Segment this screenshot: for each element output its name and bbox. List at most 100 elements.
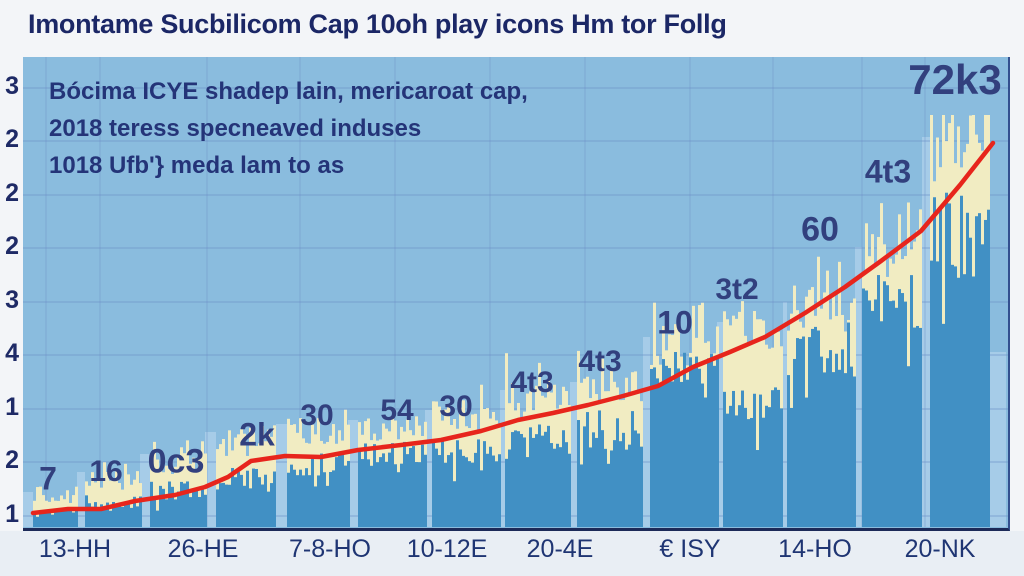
blue-bar [695, 356, 698, 527]
blue-bar [960, 195, 963, 527]
cream-bar [610, 370, 613, 527]
gap-strip [140, 454, 150, 527]
data-label: 0c3 [147, 442, 205, 481]
blue-bar [933, 197, 936, 527]
blue-bar [435, 448, 438, 527]
y-axis-label: 2 [5, 179, 19, 207]
blue-bar [936, 261, 939, 527]
blue-bar [765, 405, 768, 527]
blue-bar [261, 484, 264, 527]
blue-bar [622, 432, 625, 527]
blue-bar [471, 462, 474, 527]
blue-bar [832, 372, 835, 527]
cream-bar [216, 449, 219, 527]
blue-bar [738, 405, 741, 527]
blue-bar [329, 472, 332, 527]
blue-bar [252, 468, 255, 527]
cream-bar [91, 472, 94, 527]
blue-bar [415, 462, 418, 527]
blue-bar [97, 508, 100, 527]
blue-bar [287, 472, 290, 527]
blue-bar [400, 463, 403, 527]
blue-bar [483, 441, 486, 527]
y-axis-label: 2 [5, 125, 19, 153]
blue-bar [139, 496, 142, 527]
blue-bar [456, 440, 459, 527]
blue-bar [768, 407, 771, 527]
blue-bar [267, 491, 270, 527]
blue-bar [847, 322, 850, 527]
blue-bar [610, 450, 613, 527]
data-label: 4t3 [578, 345, 622, 378]
x-axis-label: 13-HH [38, 535, 112, 563]
blue-bar [54, 508, 57, 527]
blue-bar [637, 433, 640, 527]
blue-bar [796, 338, 799, 527]
blue-bar [326, 485, 329, 527]
y-axis-label: 2 [5, 446, 19, 474]
blue-bar [388, 452, 391, 527]
blue-bar [820, 356, 823, 527]
cream-bar [204, 453, 207, 527]
blue-bar [462, 455, 465, 527]
blue-bar [222, 482, 225, 527]
blue-bar [978, 213, 981, 527]
blue-bar [787, 375, 790, 527]
blue-bar [756, 450, 759, 527]
blue-bar [33, 512, 36, 527]
blue-bar [650, 368, 653, 527]
data-label: 60 [801, 210, 839, 249]
blue-bar [535, 434, 538, 527]
x-axis-label: 7-8-HO [289, 535, 371, 563]
annotation-line-2: 2018 teress specneaved induses [49, 115, 422, 142]
y-axis-label: 2 [5, 232, 19, 260]
blue-bar [802, 336, 805, 527]
blue-bar [308, 475, 311, 527]
blue-bar [930, 260, 933, 527]
blue-bar [361, 459, 364, 527]
blue-bar [367, 459, 370, 527]
blue-bar [234, 477, 237, 527]
blue-bar [704, 397, 707, 527]
cream-bar [177, 455, 180, 527]
blue-bar [358, 451, 361, 527]
gap-strip [855, 247, 862, 527]
blue-bar [671, 381, 674, 527]
blue-bar [63, 509, 66, 527]
blue-bar [586, 412, 589, 527]
blue-bar [273, 471, 276, 527]
blue-bar [385, 461, 388, 527]
blue-bar [793, 358, 796, 527]
blue-bar [243, 485, 246, 527]
blue-bar [450, 452, 453, 527]
blue-bar [619, 441, 622, 527]
blue-bar [692, 366, 695, 527]
blue-bar [716, 356, 719, 527]
blue-bar [495, 461, 498, 527]
blue-bar [814, 326, 817, 527]
blue-bar [975, 216, 978, 527]
blue-bar [332, 470, 335, 527]
blue-bar [677, 368, 680, 527]
blue-bar [264, 474, 267, 527]
blue-bar [133, 496, 136, 527]
blue-bar [323, 472, 326, 527]
blue-bar [532, 437, 535, 527]
blue-bar [689, 357, 692, 527]
blue-bar [168, 481, 171, 527]
blue-bar [347, 460, 350, 527]
blue-bar [723, 391, 726, 527]
blue-bar [829, 350, 832, 527]
blue-bar [219, 483, 222, 527]
blue-bar [397, 472, 400, 527]
blue-bar [628, 444, 631, 527]
blue-bar [124, 502, 127, 527]
blue-bar [919, 327, 922, 527]
blue-bar [656, 378, 659, 527]
blue-bar [951, 264, 954, 527]
blue-bar [892, 300, 895, 527]
blue-bar [341, 454, 344, 527]
gap-strip [922, 137, 930, 527]
blue-bar [231, 467, 234, 527]
